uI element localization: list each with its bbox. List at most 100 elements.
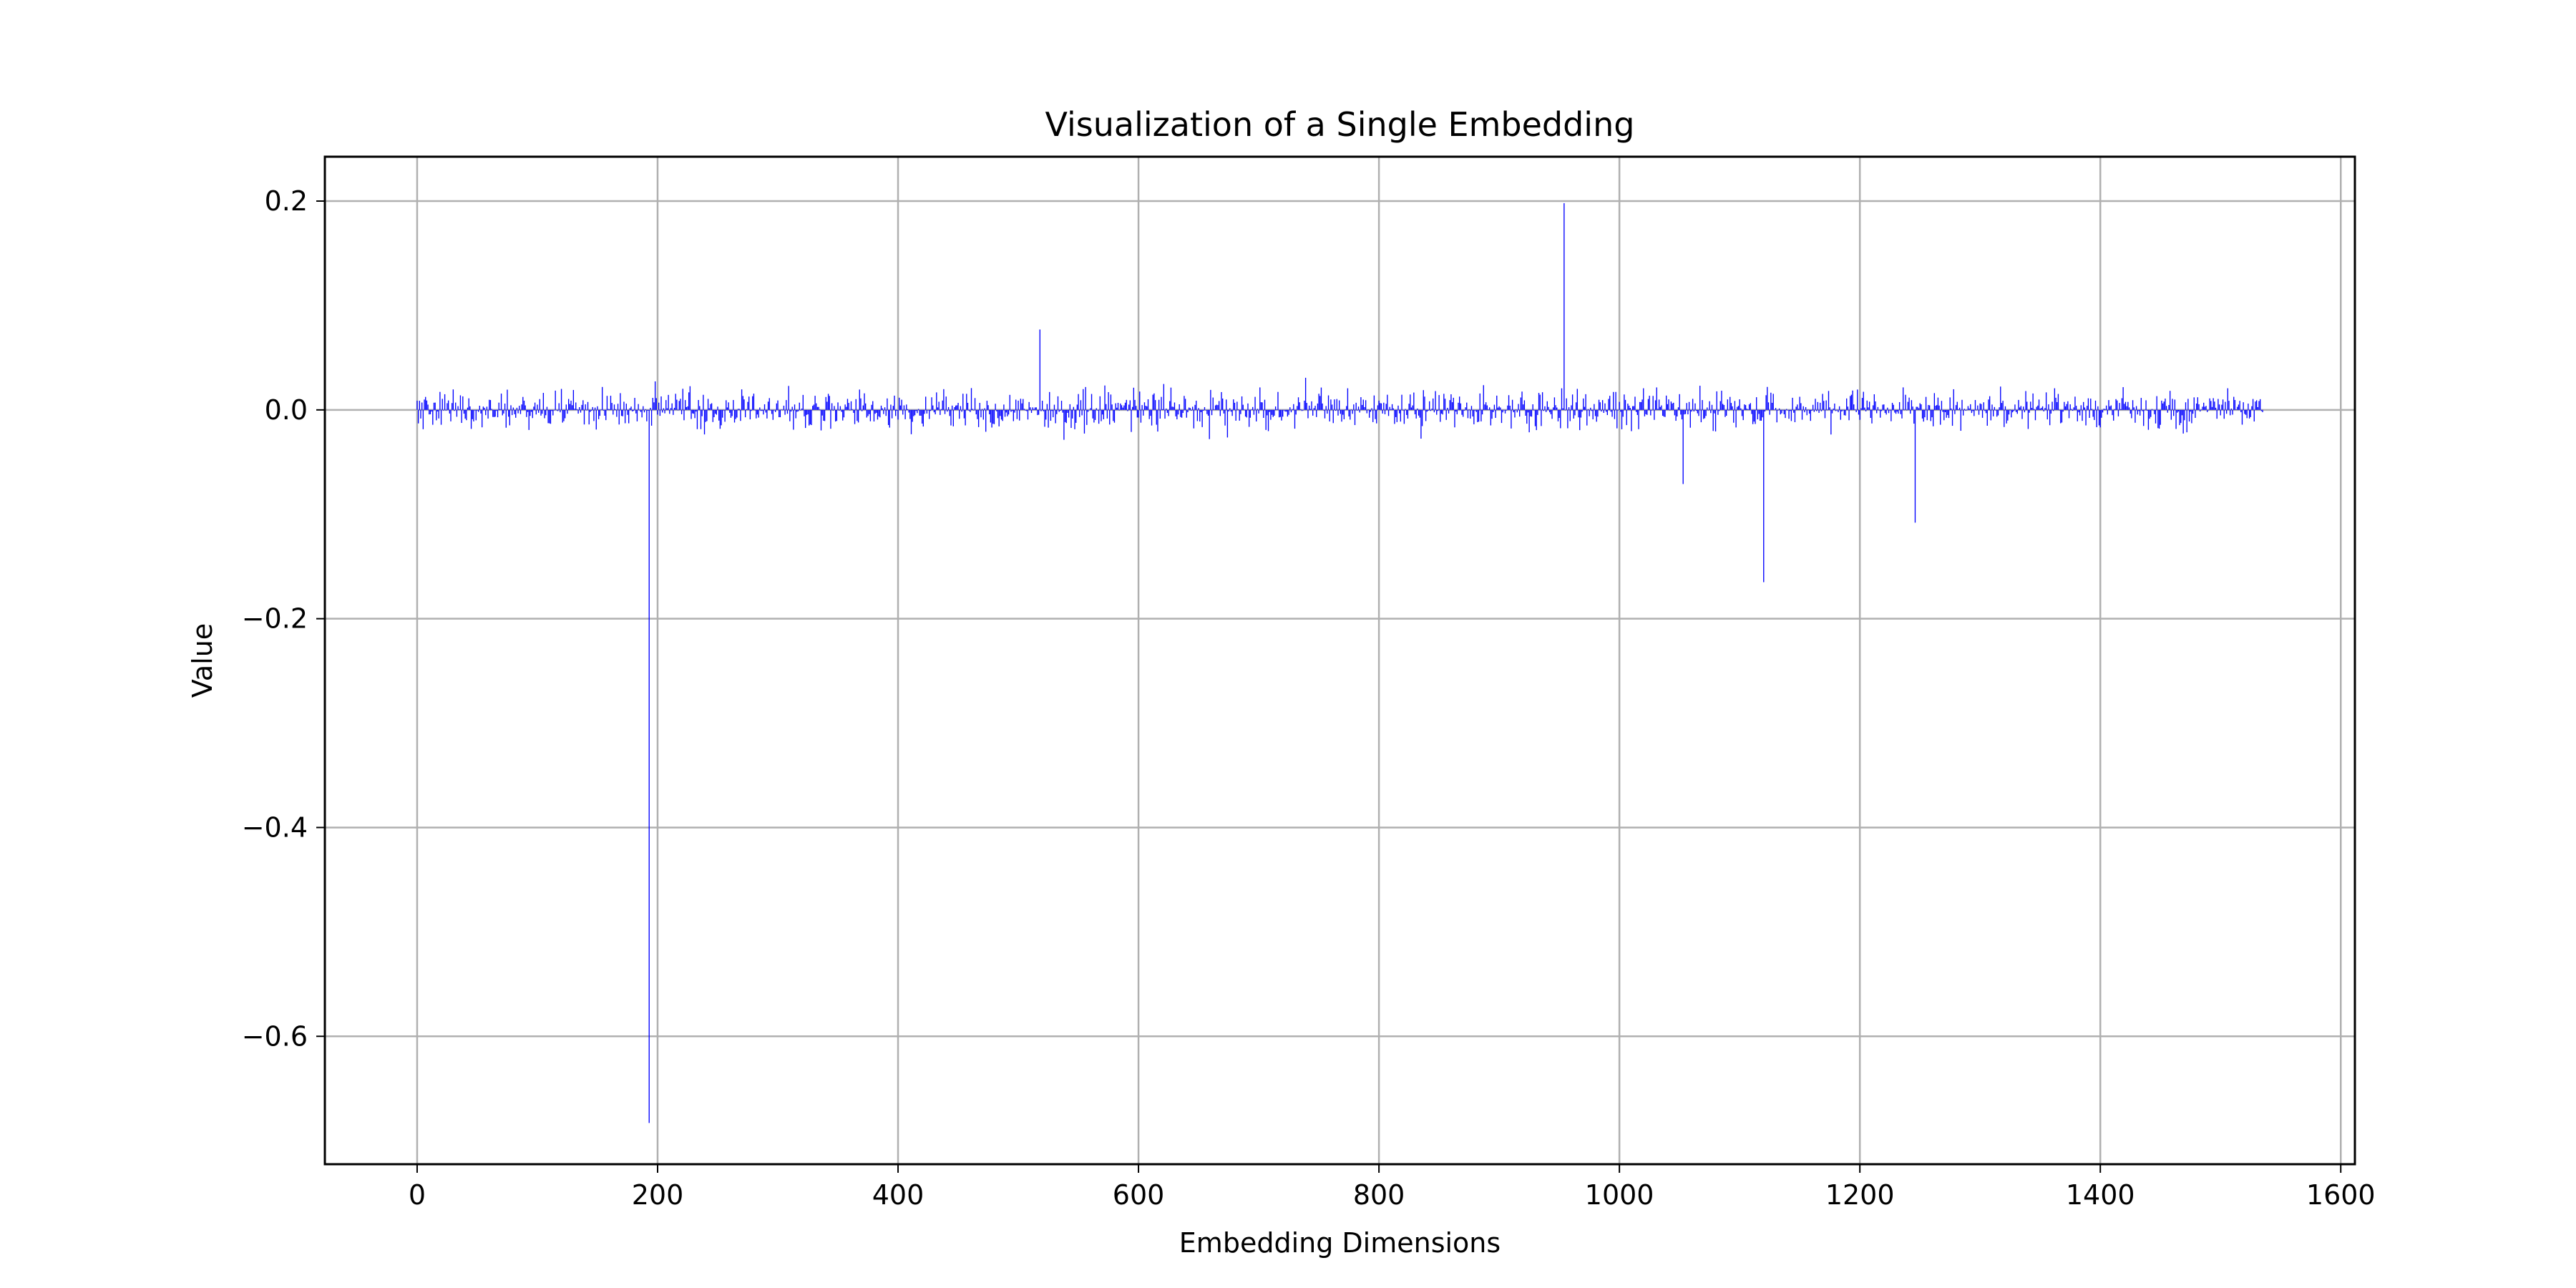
bar: [1507, 405, 1508, 410]
bar: [582, 400, 584, 410]
bar: [2143, 409, 2145, 426]
bar: [1390, 409, 1392, 410]
bar: [990, 409, 992, 423]
bar: [665, 400, 667, 410]
bar: [2182, 409, 2184, 434]
bar: [1372, 409, 1374, 422]
bar: [1201, 409, 1203, 427]
bar: [960, 406, 962, 410]
bar: [975, 409, 977, 415]
bar: [1772, 394, 1774, 410]
bar: [1460, 403, 1462, 410]
bar: [1830, 409, 1832, 435]
bar: [1778, 408, 1780, 410]
bar: [1953, 389, 1954, 410]
bar: [1783, 409, 1785, 414]
bar: [806, 409, 808, 415]
bar: [1675, 409, 1677, 421]
bar: [1852, 390, 1853, 410]
bar: [1205, 409, 1206, 411]
bar: [1204, 406, 1206, 410]
bar: [1883, 404, 1885, 410]
bar: [2215, 407, 2217, 410]
bar: [470, 409, 472, 429]
bar: [1228, 409, 1229, 412]
bar: [718, 409, 720, 421]
bar: [2027, 409, 2029, 429]
bar: [1555, 405, 1556, 410]
bar: [1981, 409, 1984, 418]
bar: [1226, 409, 1229, 438]
bar: [1549, 409, 1551, 413]
bar: [2218, 404, 2220, 410]
bar: [503, 409, 504, 414]
bar: [1810, 409, 1811, 421]
bar: [457, 406, 459, 410]
bar: [2241, 409, 2243, 425]
bar: [1553, 397, 1556, 410]
bar: [469, 406, 471, 410]
bar: [497, 409, 499, 418]
bar: [1531, 409, 1533, 417]
bar: [889, 409, 890, 428]
bar: [1473, 409, 1475, 424]
bar: [1182, 409, 1184, 414]
bar: [595, 409, 597, 430]
bar: [832, 409, 834, 411]
bar: [2102, 409, 2104, 413]
bar: [1528, 409, 1530, 433]
bar: [449, 409, 450, 414]
bar: [1558, 409, 1560, 419]
bar: [1566, 398, 1567, 410]
bar: [1911, 400, 1913, 410]
bar: [676, 399, 678, 410]
bar: [929, 409, 930, 419]
bar: [1426, 409, 1428, 412]
bar: [826, 401, 828, 410]
bar: [1788, 409, 1790, 419]
bar: [1958, 407, 1961, 410]
bar: [590, 409, 592, 411]
bar: [966, 394, 967, 410]
bar: [1721, 391, 1722, 410]
bar: [713, 409, 715, 418]
bar: [1758, 409, 1760, 414]
bar: [1569, 409, 1571, 421]
bar: [1775, 408, 1777, 410]
bar: [831, 403, 833, 410]
bar: [2138, 409, 2140, 411]
bar: [2197, 397, 2198, 410]
bar: [1174, 402, 1176, 410]
bar: [1199, 409, 1201, 421]
bar: [1840, 409, 1841, 420]
bar: [1468, 409, 1470, 410]
bar: [615, 409, 616, 410]
bar: [1421, 409, 1423, 426]
bar: [1362, 399, 1364, 410]
bar: [1864, 407, 1865, 410]
bar: [1357, 406, 1360, 410]
bar: [1836, 409, 1838, 411]
bar: [492, 409, 494, 417]
bar: [1203, 409, 1204, 411]
bar: [1398, 409, 1400, 414]
bar: [1279, 409, 1282, 417]
bar: [1508, 395, 1510, 410]
bar: [864, 403, 867, 410]
bar: [717, 406, 718, 410]
bar: [1242, 404, 1244, 410]
bar: [1187, 409, 1189, 413]
bar: [1511, 399, 1513, 410]
bar: [1094, 409, 1096, 420]
bar: [816, 406, 819, 410]
bar: [600, 409, 602, 411]
bar: [1966, 409, 1968, 411]
bar: [869, 409, 872, 421]
bar: [2255, 400, 2258, 410]
bar: [1478, 409, 1480, 422]
bar: [472, 409, 473, 419]
bar: [942, 400, 943, 410]
bar: [1882, 404, 1883, 410]
bar: [502, 409, 503, 416]
bar: [770, 409, 771, 411]
